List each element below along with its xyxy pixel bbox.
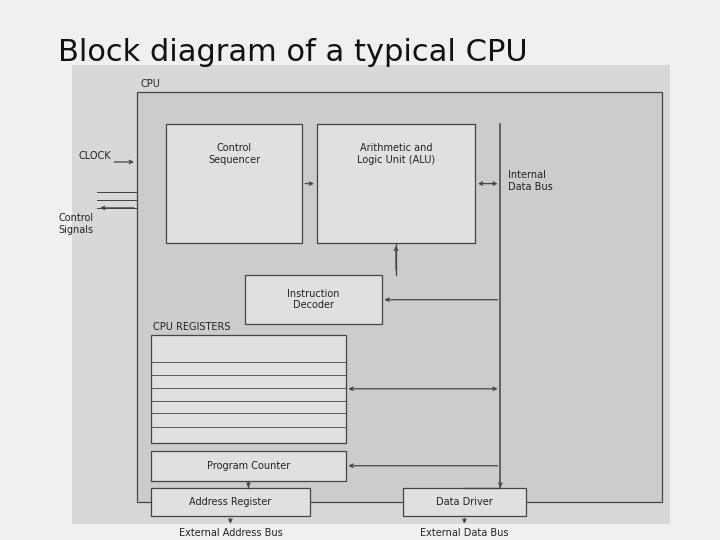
Text: External Data Bus: External Data Bus xyxy=(420,528,508,538)
Bar xyxy=(151,335,346,443)
Bar xyxy=(403,488,526,516)
Text: Internal
Data Bus: Internal Data Bus xyxy=(508,170,552,192)
Text: Data Driver: Data Driver xyxy=(436,497,492,507)
Text: Address Register: Address Register xyxy=(189,497,271,507)
Bar xyxy=(245,275,382,324)
Bar xyxy=(137,92,662,502)
Text: Arithmetic and
Logic Unit (ALU): Arithmetic and Logic Unit (ALU) xyxy=(357,143,435,165)
Text: Instruction
Decoder: Instruction Decoder xyxy=(287,289,339,310)
Bar xyxy=(151,451,346,481)
Text: CLOCK: CLOCK xyxy=(79,151,112,160)
Bar xyxy=(151,488,310,516)
Bar xyxy=(166,124,302,243)
Text: Control
Signals: Control Signals xyxy=(58,213,94,235)
Text: CPU REGISTERS: CPU REGISTERS xyxy=(153,322,230,332)
Text: Block diagram of a typical CPU: Block diagram of a typical CPU xyxy=(58,38,527,67)
Bar xyxy=(72,65,670,524)
Text: Control
Sequencer: Control Sequencer xyxy=(208,143,260,165)
Text: CPU: CPU xyxy=(140,79,161,89)
Text: External Address Bus: External Address Bus xyxy=(179,528,282,538)
Bar xyxy=(317,124,475,243)
Text: Program Counter: Program Counter xyxy=(207,461,290,471)
